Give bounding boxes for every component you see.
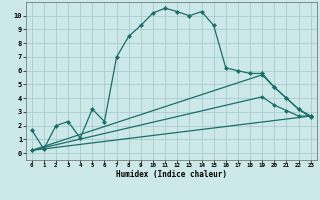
X-axis label: Humidex (Indice chaleur): Humidex (Indice chaleur) (116, 170, 227, 179)
